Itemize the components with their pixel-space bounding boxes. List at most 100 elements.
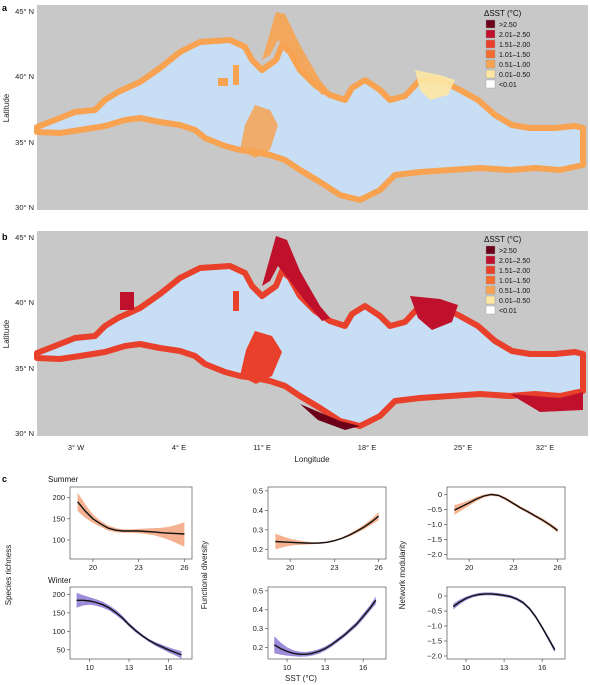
legend-label: 1.51–2.00	[499, 268, 530, 275]
confidence-band	[274, 597, 376, 657]
y-tick-label: 150	[52, 608, 65, 617]
legend-label: <0.01	[499, 308, 517, 315]
y-tick-label: 200	[52, 590, 65, 599]
x-tick-label: 20	[465, 563, 473, 572]
fitted-line	[274, 600, 376, 654]
lat-tick-35-b: 35° N	[15, 364, 34, 373]
x-tick-label: 23	[134, 563, 142, 572]
x-tick-label: 26	[374, 563, 382, 572]
legend-swatch	[486, 20, 495, 28]
legend-label: 0.01–0.50	[499, 72, 530, 79]
lon-tick-25e: 25° E	[454, 443, 472, 452]
y-tick-label: 0	[438, 490, 442, 499]
ylabel-network-modularity: Network modularity	[398, 541, 407, 609]
legend-swatch	[486, 256, 495, 264]
latitude-ticks-b: 45° N 40° N 35° N 30° N	[15, 233, 34, 438]
y-tick-label: 0.4	[253, 506, 263, 515]
lon-tick-18e: 18° E	[358, 443, 376, 452]
xlabel-sst: SST (°C)	[285, 674, 317, 683]
legend-swatch	[486, 30, 495, 38]
longitude-ticks-b: 3° W 4° E 11° E 18° E 25° E 32° E	[68, 443, 554, 452]
y-tick-label: 0.3	[253, 624, 263, 633]
legend-swatch	[486, 246, 495, 254]
y-tick-label: 200	[52, 493, 65, 502]
legend-swatch	[486, 286, 495, 294]
legend-swatch	[486, 70, 495, 78]
subplot-2: 20 23 260.20.30.40.5	[253, 486, 386, 572]
x-tick-label: 23	[330, 563, 338, 572]
y-tick-label: 0.5	[253, 586, 263, 595]
legend-label: 2.01–2.50	[499, 32, 530, 39]
ylabel-functional-diversity: Functional diversity	[200, 541, 209, 609]
y-tick-label: 150	[52, 514, 65, 523]
x-tick-label: 13	[125, 663, 133, 672]
lat-tick-30-b: 30° N	[15, 429, 34, 438]
y-tick-label: −0.5	[427, 505, 442, 514]
legend-swatch	[486, 60, 495, 68]
latitude-label-b: Latitude	[2, 319, 11, 348]
x-tick-label: 20	[89, 563, 97, 572]
legend-label: 0.51–1.00	[499, 288, 530, 295]
lat-tick-30: 30° N	[15, 203, 34, 212]
legend-label: 2.01–2.50	[499, 258, 530, 265]
balearic-a	[218, 78, 228, 86]
subplot-1: 20 23 26 100 150 200	[52, 487, 192, 572]
x-tick-label: 26	[180, 563, 188, 572]
x-tick-label: 10	[462, 663, 470, 672]
y-tick-label: −2.0	[427, 652, 442, 661]
x-tick-label: 10	[86, 663, 94, 672]
subplot-5: 10 13 16 0.2 0.3 0.4 0.5	[253, 586, 386, 672]
x-tick-label: 16	[538, 663, 546, 672]
ylabel-species-richness: Species richness	[4, 545, 13, 605]
y-tick-label: 50	[57, 645, 65, 654]
confidence-band	[275, 512, 378, 549]
fitted-line	[453, 594, 555, 650]
subplot-4: 10 13 16 50 100 150 200	[52, 587, 192, 672]
legend-label: >2.50	[499, 22, 517, 29]
legend-label: 1.01–1.50	[499, 52, 530, 59]
lat-tick-40: 40° N	[15, 72, 34, 81]
y-tick-label: 0.2	[253, 545, 263, 554]
legend-label: <0.01	[499, 82, 517, 89]
x-tick-label: 16	[164, 663, 172, 672]
plot-frame	[70, 487, 192, 559]
y-tick-label: 0.3	[253, 525, 263, 534]
legend-label: 0.51–1.00	[499, 62, 530, 69]
legend-title-a: ΔSST (°C)	[484, 9, 522, 18]
legend-label: >2.50	[499, 248, 517, 255]
corsica-sardinia-a	[233, 65, 239, 85]
y-tick-label: −0.5	[427, 607, 442, 616]
y-tick-label: −2.0	[427, 550, 442, 559]
legend-swatch	[486, 296, 495, 304]
lon-tick-3w: 3° W	[68, 443, 85, 452]
y-tick-label: −1.0	[427, 622, 442, 631]
lat-tick-40-b: 40° N	[15, 298, 34, 307]
lon-tick-11e: 11° E	[253, 443, 271, 452]
y-tick-label: −1.5	[427, 535, 442, 544]
y-tick-label: 0	[438, 592, 442, 601]
subplot-3: 20 23 26 0 −0.5 −1.0 −1.5 −2.0	[427, 487, 565, 572]
legend-swatch	[486, 80, 495, 88]
y-tick-label: 100	[52, 627, 65, 636]
x-tick-label: 16	[359, 663, 367, 672]
x-tick-label: 20	[286, 563, 294, 572]
legend-label: 1.01–1.50	[499, 278, 530, 285]
lat-tick-45: 45° N	[15, 7, 34, 16]
lon-tick-32e: 32° E	[536, 443, 554, 452]
panel-letter-a: a	[2, 3, 8, 13]
y-tick-label: 0.4	[253, 605, 263, 614]
y-tick-label: −1.5	[427, 637, 442, 646]
x-tick-label: 26	[553, 563, 561, 572]
longitude-label: Longitude	[294, 455, 330, 464]
subplot-6: 10 13 16 0 −0.5 −1.0 −1.5 −2.0	[427, 587, 565, 672]
x-tick-label: 13	[500, 663, 508, 672]
x-tick-label: 23	[509, 563, 517, 572]
x-tick-label: 10	[283, 663, 291, 672]
season-label-winter: Winter	[48, 576, 71, 585]
y-tick-label: 0.2	[253, 643, 263, 652]
legend-swatch	[486, 50, 495, 58]
legend-label: 1.51–2.00	[499, 42, 530, 49]
latitude-label-a: Latitude	[2, 93, 11, 122]
